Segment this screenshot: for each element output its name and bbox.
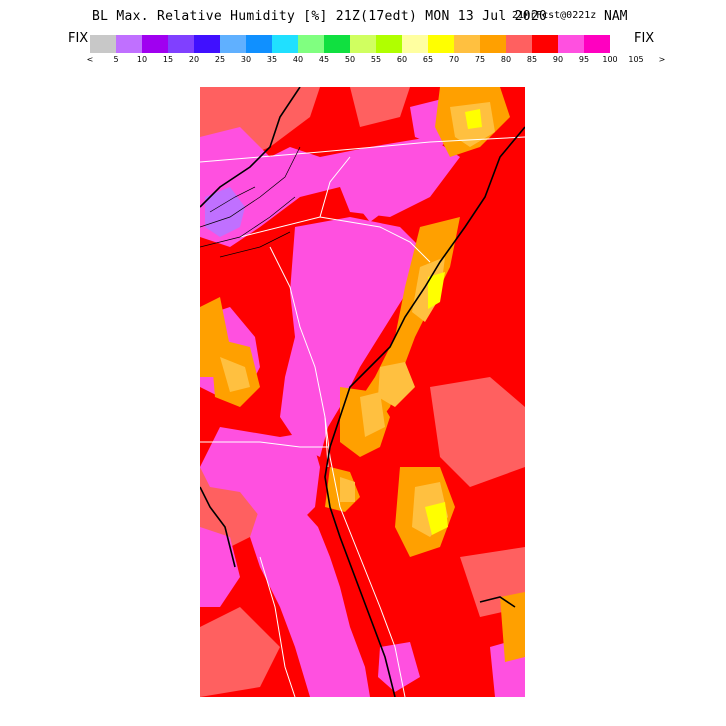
legend-tick-label: 60 xyxy=(396,55,408,64)
legend-swatch xyxy=(454,35,480,53)
legend-swatch xyxy=(220,35,246,53)
humidity-map xyxy=(200,87,525,697)
legend-swatch xyxy=(428,35,454,53)
legend-tick-label: 75 xyxy=(474,55,486,64)
legend-tick-label: > xyxy=(658,55,666,64)
legend-swatch xyxy=(246,35,272,53)
legend-swatch xyxy=(168,35,194,53)
legend-tick-label: 40 xyxy=(292,55,304,64)
legend-tick-label: 80 xyxy=(500,55,512,64)
model-label: NAM xyxy=(604,9,628,24)
legend-tick-label: 15 xyxy=(162,55,174,64)
legend-swatch xyxy=(272,35,298,53)
purple-regions xyxy=(205,187,245,237)
legend-swatch xyxy=(506,35,532,53)
legend-tick-label: 95 xyxy=(578,55,590,64)
legend-tick-label: 90 xyxy=(552,55,564,64)
fix-left-label: FIX xyxy=(68,31,89,46)
legend-tick-label: 105 xyxy=(628,55,644,64)
legend-swatch xyxy=(376,35,402,53)
legend-swatch xyxy=(116,35,142,53)
legend-swatch xyxy=(558,35,584,53)
legend-tick-label: 65 xyxy=(422,55,434,64)
legend-swatch xyxy=(350,35,376,53)
legend-tick-label: 100 xyxy=(602,55,618,64)
legend-swatch xyxy=(90,35,116,53)
legend-tick-label: 55 xyxy=(370,55,382,64)
contour-lines xyxy=(200,146,301,258)
legend-swatch xyxy=(480,35,506,53)
legend-tick-label: 45 xyxy=(318,55,330,64)
legend-tick-label: 25 xyxy=(214,55,226,64)
map-title: BL Max. Relative Humidity [%] 21Z(17edt)… xyxy=(0,9,726,27)
legend-swatch xyxy=(402,35,428,53)
yellow-regions xyxy=(425,109,482,535)
legend-tick-label: 50 xyxy=(344,55,356,64)
map-canvas xyxy=(200,87,525,697)
legend-swatch xyxy=(298,35,324,53)
legend-swatch xyxy=(532,35,558,53)
color-legend xyxy=(90,35,610,53)
legend-tick-label: < xyxy=(86,55,94,64)
legend-ticks: <5 10 15 20 25 30 35 40 45 50 55 60 65 70 75 80 85 90 95 10… xyxy=(86,55,666,67)
legend-swatch xyxy=(194,35,220,53)
legend-tick-label: 5 xyxy=(113,55,119,64)
legend-swatch xyxy=(324,35,350,53)
legend-tick-label: 30 xyxy=(240,55,252,64)
coastline xyxy=(200,87,525,697)
title-text: BL Max. Relative Humidity [%] 21Z(17edt)… xyxy=(92,9,548,24)
forecast-label: 21hrFcst@0221z xyxy=(512,10,597,21)
legend-tick-label: 35 xyxy=(266,55,278,64)
legend-swatch xyxy=(142,35,168,53)
legend-tick-label: 10 xyxy=(136,55,148,64)
legend-swatch xyxy=(584,35,610,53)
fix-right-label: FIX xyxy=(634,31,655,46)
legend-tick-label: 20 xyxy=(188,55,200,64)
legend-tick-label: 85 xyxy=(526,55,538,64)
legend-tick-label: 70 xyxy=(448,55,460,64)
